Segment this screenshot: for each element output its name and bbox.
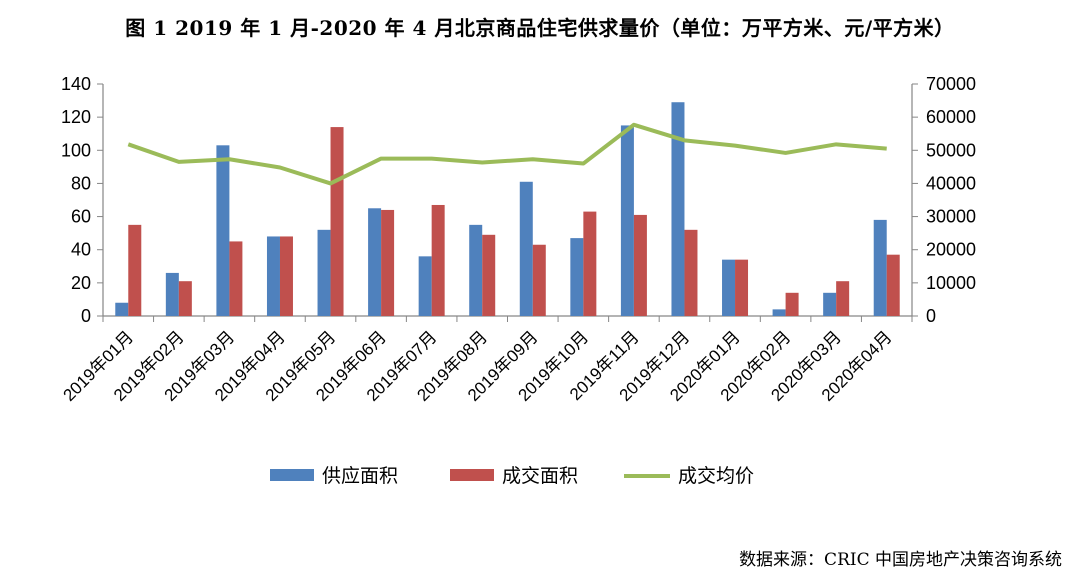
y-right-tick-label: 0 <box>926 306 936 326</box>
supply-bar <box>722 259 736 316</box>
deal-bar <box>684 229 698 316</box>
supply-bar <box>317 229 331 316</box>
deal-bar <box>735 259 749 316</box>
y-left-tick-label: 20 <box>71 273 91 293</box>
deal-bar <box>633 214 647 316</box>
legend-supply-swatch <box>270 469 314 481</box>
price-line <box>127 122 887 186</box>
data-source: 数据来源：CRIC 中国房地产决策咨询系统 <box>739 550 1062 570</box>
y-left-tick-label: 120 <box>61 107 91 127</box>
y-right-tick-label: 50000 <box>926 140 976 160</box>
deal-bar <box>785 292 799 316</box>
y-left-tick-label: 100 <box>61 140 91 160</box>
supply-bar <box>216 145 230 316</box>
y-right-tick-label: 30000 <box>926 207 976 227</box>
y-right-tick-label: 60000 <box>926 107 976 127</box>
deal-bar <box>482 234 496 316</box>
y-right-tick-label: 10000 <box>926 273 976 293</box>
deal-bar <box>381 209 395 316</box>
supply-bar <box>115 302 129 316</box>
axes: 0 20 40 60 80 100 120 140 0 10000 20000 30000 40000 5… <box>60 74 977 405</box>
supply-bar <box>570 238 584 316</box>
deal-bar <box>229 241 243 316</box>
legend-supply: 供应面积 <box>270 465 398 487</box>
legend-deal-label: 成交面积 <box>502 465 578 487</box>
y-left-tick-label: 60 <box>71 207 91 227</box>
legend-deal: 成交面积 <box>450 465 578 487</box>
deal-bar <box>330 127 344 316</box>
supply-bar <box>671 102 685 316</box>
supply-bar <box>772 309 786 316</box>
legend: 供应面积 成交面积 成交均价 <box>270 465 754 487</box>
legend-supply-label: 供应面积 <box>322 465 398 487</box>
supply-bar <box>418 256 432 316</box>
y-right-tick-label: 70000 <box>926 74 976 94</box>
supply-bar <box>469 224 483 316</box>
deal-bar <box>128 224 142 316</box>
y-left-tick-label: 80 <box>71 173 91 193</box>
bars <box>115 102 900 316</box>
y-left-tick-label: 0 <box>81 306 91 326</box>
supply-bar <box>368 208 382 316</box>
deal-bar <box>431 204 445 316</box>
supply-bar <box>823 292 837 316</box>
deal-bar <box>886 254 900 316</box>
supply-bar <box>519 181 533 316</box>
supply-bar <box>266 236 280 316</box>
y-right-tick-label: 40000 <box>926 173 976 193</box>
supply-bar <box>620 125 634 316</box>
deal-bar <box>532 244 546 316</box>
price-line-path <box>127 122 887 186</box>
deal-bar <box>178 281 192 316</box>
chart-title: 图 1 2019 年 1 月-2020 年 4 月北京商品住宅供求量价（单位：万… <box>125 16 955 40</box>
y-left-tick-label: 40 <box>71 240 91 260</box>
legend-deal-swatch <box>450 469 494 481</box>
legend-price-label: 成交均价 <box>678 465 754 487</box>
y-right-tick-label: 20000 <box>926 240 976 260</box>
supply-bar <box>165 272 179 316</box>
deal-bar <box>279 236 293 316</box>
y-left-tick-label: 140 <box>61 74 91 94</box>
deal-bar <box>836 281 850 316</box>
legend-price: 成交均价 <box>624 465 754 487</box>
deal-bar <box>583 211 597 316</box>
supply-bar <box>873 219 887 316</box>
